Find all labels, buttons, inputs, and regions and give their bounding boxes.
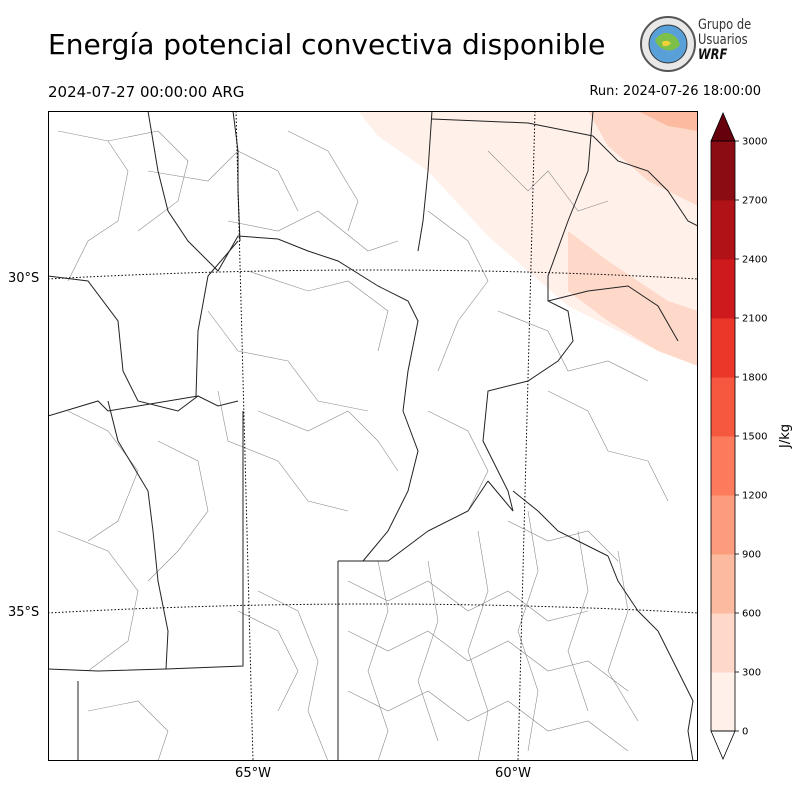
cape-shading <box>358 111 698 366</box>
colorbar-tick-label: 3000 <box>742 137 767 148</box>
colorbar-tick-label: 2100 <box>742 314 767 325</box>
map-frame <box>48 111 698 761</box>
department-boundaries <box>57 130 669 762</box>
province-boundaries <box>47 110 699 762</box>
lon-label-60w: 60°W <box>495 766 531 781</box>
colorbar: 0 300 600 900 1200 1500 1800 2100 2400 2700 3000 J/… <box>705 111 795 761</box>
colorbar-bin <box>711 495 735 555</box>
wrf-users-logo: Grupo de Usuarios WRF <box>638 14 764 74</box>
valid-time: 2024-07-27 00:00:00 ARG <box>48 83 245 101</box>
colorbar-bin <box>711 318 735 378</box>
colorbar-extend-max <box>710 111 736 142</box>
lon-label-65w: 65°W <box>235 766 271 781</box>
colorbar-tick-label: 900 <box>742 550 761 561</box>
colorbar-bin <box>711 141 735 201</box>
colorbar-tick-label: 600 <box>742 609 761 620</box>
logo-line-2: Usuarios <box>698 32 748 48</box>
colorbar-bin <box>711 377 735 437</box>
colorbar-bin <box>711 259 735 319</box>
colorbar-extend-min <box>710 730 736 761</box>
map-canvas <box>47 110 699 762</box>
colorbar-tick-label: 1200 <box>742 491 767 502</box>
colorbar-bin <box>711 200 735 260</box>
logo-line-3: WRF <box>698 47 728 63</box>
colorbar-bin <box>711 436 735 496</box>
colorbar-bin <box>711 672 735 732</box>
colorbar-tick-label: 0 <box>742 727 748 738</box>
colorbar-unit-label: J/kg <box>778 424 793 449</box>
colorbar-tick-label: 2700 <box>742 196 767 207</box>
colorbar-tick-label: 1500 <box>742 432 767 443</box>
colorbar-bin <box>711 554 735 614</box>
colorbar-tick-label: 2400 <box>742 255 767 266</box>
colorbar-tick-label: 300 <box>742 668 761 679</box>
globe-icon <box>640 16 696 72</box>
lat-label-30s: 30°S <box>8 271 40 286</box>
graticule <box>47 110 699 762</box>
run-time: Run: 2024-07-26 18:00:00 <box>589 84 761 99</box>
logo-line-1: Grupo de <box>698 17 752 33</box>
cape-map <box>47 110 699 762</box>
lat-label-35s: 35°S <box>8 605 40 620</box>
map-title: Energía potencial convectiva disponible <box>48 28 606 61</box>
colorbar-tick-label: 1800 <box>742 373 767 384</box>
colorbar-bin <box>711 613 735 673</box>
colorbar-canvas: 0 300 600 900 1200 1500 1800 2100 2400 2700 3000 J/… <box>710 111 793 761</box>
